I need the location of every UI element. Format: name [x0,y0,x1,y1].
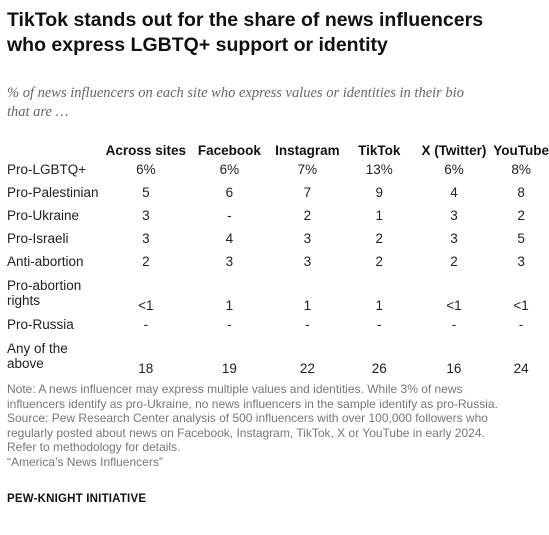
table-cell: 6% [444,162,464,177]
table-cell: 6% [136,162,156,177]
table-cell: - [305,317,310,332]
note-line-5: Refer to methodology for details. [7,440,181,454]
table-cell: 24 [513,361,529,376]
table-cell: 3 [142,231,150,246]
column-header: Facebook [197,143,261,158]
table-cell: 2 [375,254,383,269]
table-cell: 13% [365,162,393,177]
chart-title: TikTok stands out for the share of news … [7,8,542,58]
row-label: Pro-Israeli [7,227,104,250]
row-label: Pro-Russia [7,313,104,336]
row-label-header [7,136,104,158]
column-header: Across sites [105,143,186,158]
table-cell: 4 [450,185,458,200]
table-cell: 9 [375,185,383,200]
table-row: Pro-Russia - - - - - - [7,313,549,336]
table-cell: 7% [297,162,318,177]
table-cell: 2 [375,231,383,246]
table-cell: 3 [517,254,525,269]
row-label-line: Anti-abortion [7,254,84,269]
table-cell: <1 [513,298,529,313]
column-header: YouTube [493,143,549,158]
column-header: X (Twitter) [421,143,487,158]
table-cell: - [376,317,382,332]
table-cell: 8% [511,162,531,177]
chart-subtitle: % of news influencers on each site who e… [7,84,542,122]
table-cell: - [518,317,524,332]
row-label-line: Pro-LGBTQ+ [7,162,87,177]
notes: Note: A news influencer may express mult… [7,382,542,469]
table-row: Pro-Israeli 3 4 3 2 3 5 [7,227,549,250]
row-label-line: Any of the [7,341,68,356]
table-row: Pro-Ukraine 3 - 2 1 3 2 [7,204,549,227]
note-line-6: “America’s News Influencers” [7,454,163,469]
table-cell: 3 [450,208,458,223]
note-line-2: influencers identify as pro-Ukraine, no … [7,396,498,411]
row-label: Pro-abortion rights [7,273,104,313]
table-cell: - [451,317,457,332]
row-label-line: rights [7,293,41,308]
row-label: Pro-Palestinian [7,181,104,204]
row-label: Pro-LGBTQ+ [7,158,104,181]
table-cell: 3 [225,254,234,269]
table-cell: 3 [450,231,458,246]
table-cell: 3 [303,254,312,269]
table-cell: 2 [142,254,150,269]
table-cell: 8 [517,185,525,200]
table-cell: 1 [225,298,234,313]
row-label-line: Pro-Israeli [7,231,69,246]
table-cell: 5 [142,185,150,200]
table-row: Any of the above 18 19 22 26 16 24 [7,336,549,376]
table-cell: 1 [375,208,383,223]
table-row: Anti-abortion 2 3 3 2 2 3 [7,250,549,273]
table-cell: - [227,317,232,332]
table-cell: 1 [375,298,383,313]
table-row: Pro-Palestinian 5 6 7 9 4 8 [7,181,549,204]
table-cell: <1 [138,298,154,313]
row-label: Any of the above [7,336,104,376]
table-cell: 5 [517,231,525,246]
chart-subtitle-line-1: % of news influencers on each site who e… [7,85,464,101]
table-cell: 6% [219,162,240,177]
table-cell: 1 [303,298,312,313]
chart-title-line-1: TikTok stands out for the share of news … [7,9,484,31]
table-cell: 26 [371,361,387,376]
row-label: Anti-abortion [7,250,104,273]
table-cell: 16 [446,361,462,376]
table-cell: 2 [517,208,525,223]
row-label-line: Pro-Palestinian [7,185,99,200]
table-cell: 6 [225,185,234,200]
table-cell: 18 [138,361,154,376]
table-cell: - [227,208,232,223]
table-cell: 2 [450,254,458,269]
table-row: Pro-abortion rights <1 1 1 1 <1 <1 [7,273,549,313]
row-label-line: Pro-Ukraine [7,208,80,223]
table-cell: 22 [299,361,315,376]
brand-label: PEW-KNIGHT INITIATIVE [7,493,147,505]
table-cell: <1 [446,298,462,313]
table-body: Pro-LGBTQ+ 6% 6% 7% 13% 6% 8% Pro-Palestinian 5 6… [7,158,549,376]
row-label-line: above [7,356,44,371]
table-cell: 3 [142,208,150,223]
row-label-line: Pro-abortion [7,278,82,293]
table-cell: 4 [225,231,234,246]
row-label-line: Pro-Russia [7,317,74,332]
table-cell: 7 [303,185,312,200]
column-header: Instagram [275,143,340,158]
table-header-row: Across sites Facebook Instagram TikTok X (Tw… [7,136,549,158]
data-table: Across sites Facebook Instagram TikTok X (Tw… [7,136,549,376]
table-row: Pro-LGBTQ+ 6% 6% 7% 13% 6% 8% [7,158,549,181]
table-cell: 19 [221,361,237,376]
table-cell: 3 [303,231,312,246]
row-label: Pro-Ukraine [7,204,104,227]
chart-subtitle-line-2: that are … [7,104,69,120]
column-header: TikTok [358,143,401,158]
note-line-1: Note: A news influencer may express mult… [7,382,463,396]
note-line-3: Source: Pew Research Center analysis of … [7,411,488,425]
table-cell: 2 [303,208,312,223]
note-line-4: regularly posted about news on Facebook,… [7,425,485,440]
table-cell: - [143,317,149,332]
chart-title-line-2: who express LGBTQ+ support or identity [7,34,388,56]
